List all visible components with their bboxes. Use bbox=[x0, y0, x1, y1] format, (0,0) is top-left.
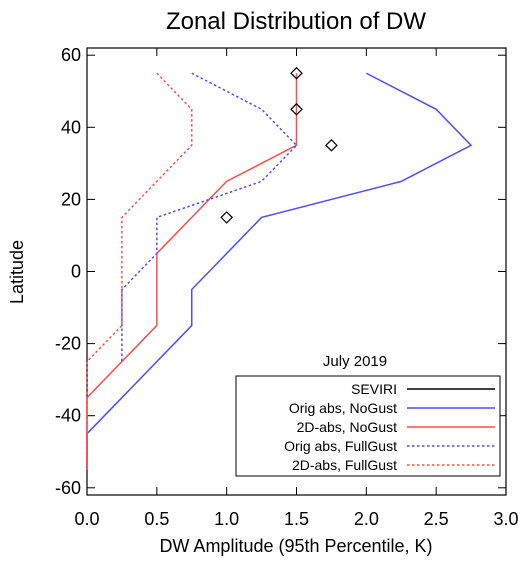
x-axis-ticks: 0.0 0.5 1.0 1.5 2.0 2.5 3.0 bbox=[74, 48, 518, 529]
legend-title: July 2019 bbox=[323, 353, 387, 370]
x-tick-label: 0.0 bbox=[74, 509, 99, 529]
x-tick-label: 2.5 bbox=[424, 509, 449, 529]
marker-layer bbox=[220, 66, 338, 224]
legend-label: 2D-abs, NoGust bbox=[297, 419, 397, 435]
y-tick-label: -20 bbox=[55, 334, 81, 354]
series-line-4 bbox=[86, 72, 193, 470]
y-tick-label: 20 bbox=[61, 189, 81, 209]
legend-entries: SEVIRI Orig abs, NoGust 2D-abs, NoGust Orig… bbox=[284, 381, 495, 473]
legend-label: 2D-abs, FullGust bbox=[292, 457, 397, 473]
y-tick-label: 40 bbox=[61, 117, 81, 137]
series-line-3 bbox=[121, 72, 298, 362]
seviri-diamond-marker bbox=[290, 66, 303, 80]
seviri-diamond-marker bbox=[325, 138, 338, 152]
chart-title: Zonal Distribution of DW bbox=[166, 8, 426, 35]
legend-box bbox=[235, 375, 501, 477]
legend-label: Orig abs, FullGust bbox=[284, 438, 397, 454]
x-tick-label: 3.0 bbox=[493, 509, 518, 529]
x-axis-label: DW Amplitude (95th Percentile, K) bbox=[159, 536, 432, 556]
y-axis-ticks: -60 -40 -20 0 20 40 60 bbox=[55, 45, 506, 498]
legend-label: SEVIRI bbox=[351, 381, 397, 397]
y-tick-label: 60 bbox=[61, 45, 81, 65]
series-line-1 bbox=[86, 72, 473, 470]
y-tick-label: 0 bbox=[71, 262, 81, 282]
legend: July 2019 SEVIRI Orig abs, NoGust 2D-abs, … bbox=[235, 353, 501, 477]
x-tick-label: 0.5 bbox=[144, 509, 169, 529]
y-tick-label: -40 bbox=[55, 406, 81, 426]
seviri-diamond-marker bbox=[220, 211, 234, 224]
y-axis-label: Latitude bbox=[7, 240, 27, 304]
x-tick-label: 2.0 bbox=[354, 509, 379, 529]
x-tick-label: 1.0 bbox=[214, 509, 239, 529]
y-tick-label: -60 bbox=[55, 478, 81, 498]
x-tick-label: 1.5 bbox=[284, 509, 309, 529]
legend-label: Orig abs, NoGust bbox=[289, 400, 397, 416]
seviri-diamond-marker bbox=[290, 102, 303, 116]
